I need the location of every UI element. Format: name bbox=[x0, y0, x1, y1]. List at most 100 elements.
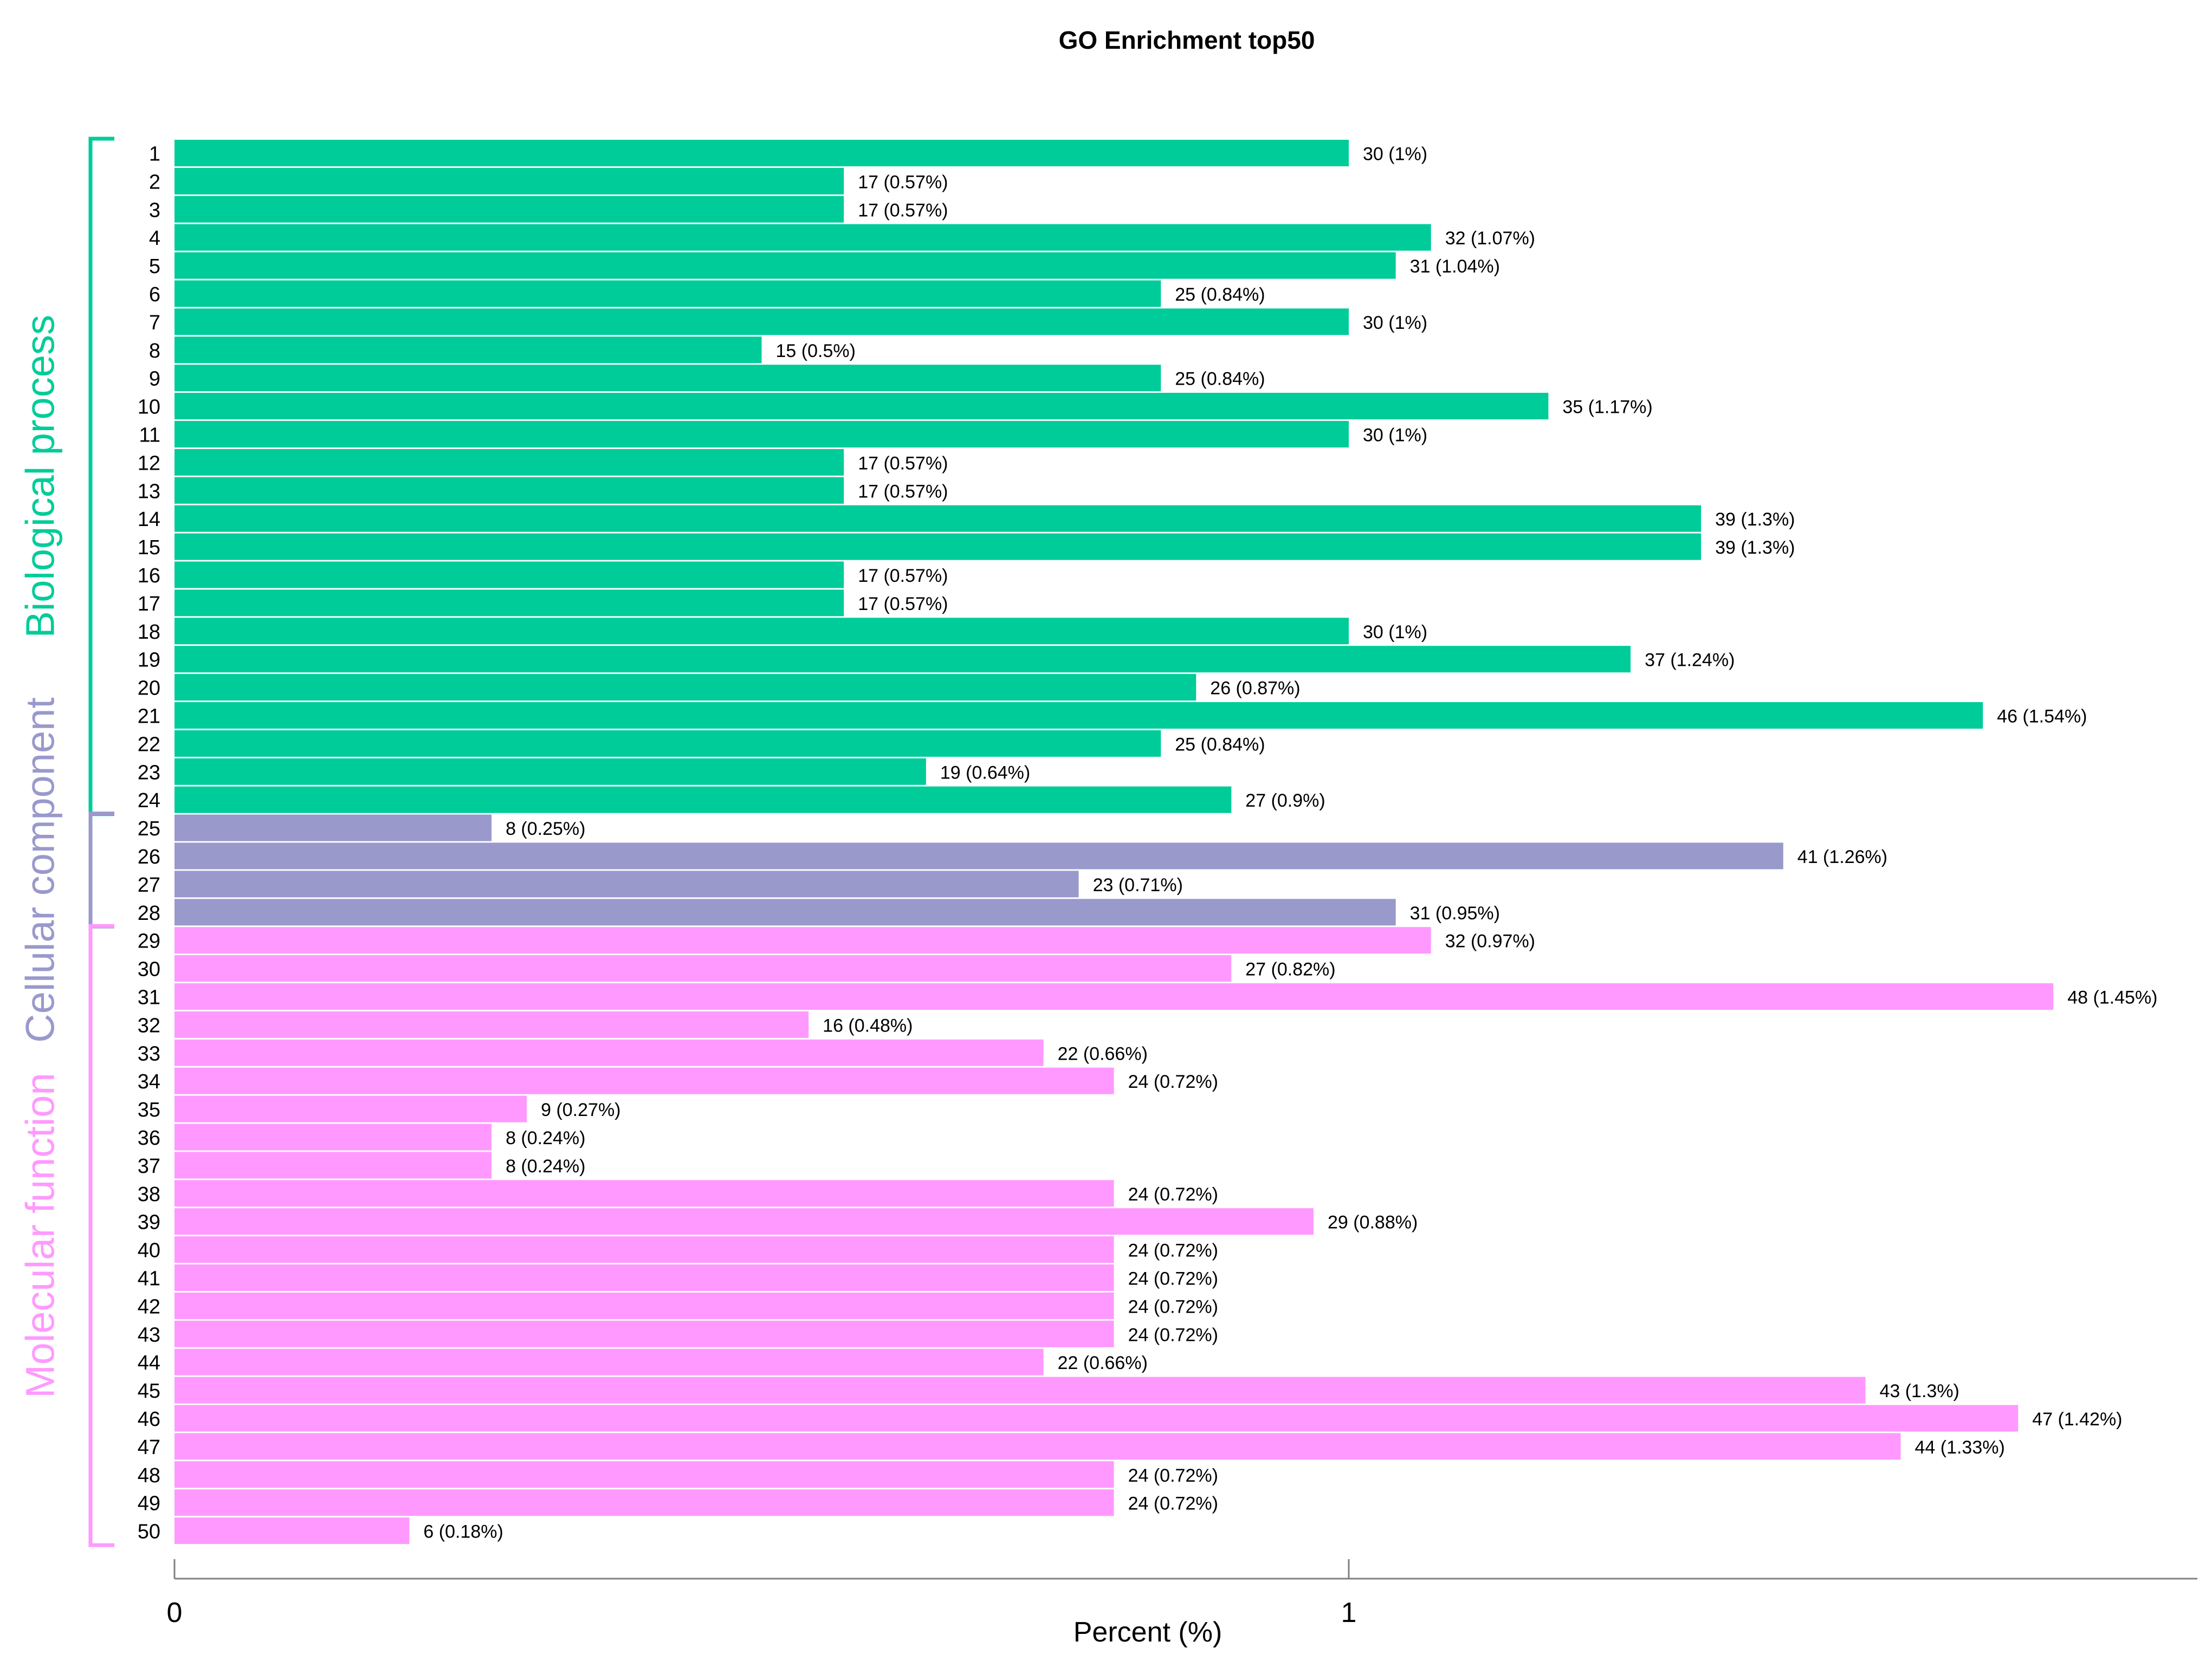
category-label-48: 48 bbox=[138, 1464, 160, 1487]
category-label-29: 29 bbox=[138, 930, 160, 953]
data-label-32: 16 (0.48%) bbox=[823, 1015, 913, 1036]
category-label-6: 6 bbox=[149, 283, 160, 306]
category-label-31: 31 bbox=[138, 987, 160, 1009]
data-label-30: 27 (0.82%) bbox=[1245, 959, 1335, 980]
data-label-6: 25 (0.84%) bbox=[1175, 284, 1265, 305]
data-label-21: 46 (1.54%) bbox=[1997, 706, 2087, 727]
bars bbox=[174, 140, 2054, 1545]
category-tick-labels: 1234567891011121314151617181920212223242… bbox=[138, 143, 160, 1543]
category-label-8: 8 bbox=[149, 340, 160, 362]
data-label-12: 17 (0.57%) bbox=[858, 453, 948, 473]
data-label-7: 30 (1%) bbox=[1363, 313, 1427, 333]
category-label-32: 32 bbox=[138, 1014, 160, 1037]
category-label-3: 3 bbox=[149, 199, 160, 222]
category-label-18: 18 bbox=[138, 621, 160, 644]
bar-13 bbox=[174, 477, 844, 504]
category-label-22: 22 bbox=[138, 733, 160, 756]
data-label-34: 24 (0.72%) bbox=[1128, 1072, 1218, 1092]
data-label-45: 43 (1.3%) bbox=[1879, 1381, 1959, 1402]
data-label-20: 26 (0.87%) bbox=[1210, 678, 1300, 699]
bar-23 bbox=[174, 758, 926, 785]
data-label-41: 24 (0.72%) bbox=[1128, 1269, 1218, 1289]
bar-40 bbox=[174, 1236, 1114, 1263]
data-label-2: 17 (0.57%) bbox=[858, 172, 948, 192]
bar-2 bbox=[174, 167, 844, 194]
bar-7 bbox=[174, 308, 1349, 335]
category-label-2: 2 bbox=[149, 171, 160, 193]
bar-43 bbox=[174, 1320, 1114, 1347]
category-label-15: 15 bbox=[138, 536, 160, 559]
bar-15 bbox=[174, 533, 1702, 560]
data-label-33: 22 (0.66%) bbox=[1058, 1043, 1148, 1064]
bar-21 bbox=[174, 702, 1983, 729]
data-label-27: 23 (0.71%) bbox=[1093, 875, 1183, 896]
bar-34 bbox=[174, 1067, 1114, 1094]
bar-41 bbox=[174, 1264, 1114, 1291]
data-label-15: 39 (1.3%) bbox=[1715, 537, 1795, 558]
bar-42 bbox=[174, 1292, 1114, 1319]
category-label-47: 47 bbox=[138, 1436, 160, 1459]
category-label-9: 9 bbox=[149, 368, 160, 391]
group-label-molecular-function: Molecular function bbox=[18, 1073, 63, 1398]
bar-48 bbox=[174, 1461, 1114, 1488]
category-label-20: 20 bbox=[138, 677, 160, 700]
category-label-23: 23 bbox=[138, 761, 160, 784]
bar-5 bbox=[174, 252, 1396, 279]
category-label-11: 11 bbox=[139, 424, 160, 447]
category-label-19: 19 bbox=[138, 649, 160, 672]
category-label-41: 41 bbox=[138, 1268, 160, 1290]
group-brackets: Biological process Cellular component Mole… bbox=[18, 137, 114, 1547]
data-label-31: 48 (1.45%) bbox=[2067, 988, 2157, 1008]
bar-35 bbox=[174, 1095, 527, 1123]
data-label-47: 44 (1.33%) bbox=[1915, 1437, 2004, 1458]
data-label-19: 37 (1.24%) bbox=[1645, 650, 1735, 671]
category-label-10: 10 bbox=[138, 396, 160, 419]
data-label-11: 30 (1%) bbox=[1363, 425, 1427, 446]
bar-27 bbox=[174, 871, 1079, 898]
bar-17 bbox=[174, 589, 844, 617]
bar-12 bbox=[174, 449, 844, 476]
bar-36 bbox=[174, 1124, 492, 1151]
category-label-34: 34 bbox=[138, 1070, 160, 1093]
group-bracket-molecular-function bbox=[88, 924, 114, 1547]
data-label-4: 32 (1.07%) bbox=[1445, 228, 1535, 249]
bar-29 bbox=[174, 927, 1431, 954]
category-label-4: 4 bbox=[149, 227, 160, 250]
bar-24 bbox=[174, 786, 1232, 813]
data-label-16: 17 (0.57%) bbox=[858, 566, 948, 586]
category-label-26: 26 bbox=[138, 846, 160, 868]
bar-26 bbox=[174, 842, 1783, 870]
bar-49 bbox=[174, 1489, 1114, 1516]
data-label-26: 41 (1.26%) bbox=[1797, 847, 1887, 867]
data-label-18: 30 (1%) bbox=[1363, 622, 1427, 643]
data-label-28: 31 (0.95%) bbox=[1410, 903, 1500, 924]
data-label-49: 24 (0.72%) bbox=[1128, 1494, 1218, 1514]
category-label-49: 49 bbox=[138, 1493, 160, 1515]
category-label-1: 1 bbox=[149, 143, 160, 166]
category-label-35: 35 bbox=[138, 1099, 160, 1121]
group-label-biological-process: Biological process bbox=[18, 315, 63, 638]
bar-10 bbox=[174, 393, 1549, 420]
bar-45 bbox=[174, 1377, 1866, 1404]
category-label-5: 5 bbox=[149, 255, 160, 278]
category-label-38: 38 bbox=[138, 1183, 160, 1206]
category-label-30: 30 bbox=[138, 958, 160, 981]
bar-50 bbox=[174, 1517, 410, 1545]
data-label-10: 35 (1.17%) bbox=[1562, 397, 1652, 418]
data-label-13: 17 (0.57%) bbox=[858, 481, 948, 502]
x-tick-label-0: 0 bbox=[167, 1597, 183, 1628]
data-label-44: 22 (0.66%) bbox=[1058, 1353, 1148, 1373]
bar-37 bbox=[174, 1152, 492, 1179]
chart-title: GO Enrichment top50 bbox=[1059, 26, 1315, 54]
category-label-25: 25 bbox=[138, 817, 160, 840]
bar-6 bbox=[174, 280, 1161, 307]
category-label-50: 50 bbox=[138, 1521, 160, 1543]
data-label-24: 27 (0.9%) bbox=[1245, 790, 1325, 811]
data-label-35: 9 (0.27%) bbox=[541, 1100, 620, 1120]
category-label-36: 36 bbox=[138, 1127, 160, 1150]
bar-4 bbox=[174, 224, 1431, 251]
x-axis-label: Percent (%) bbox=[1073, 1617, 1223, 1648]
data-label-43: 24 (0.72%) bbox=[1128, 1325, 1218, 1345]
bar-11 bbox=[174, 421, 1349, 447]
